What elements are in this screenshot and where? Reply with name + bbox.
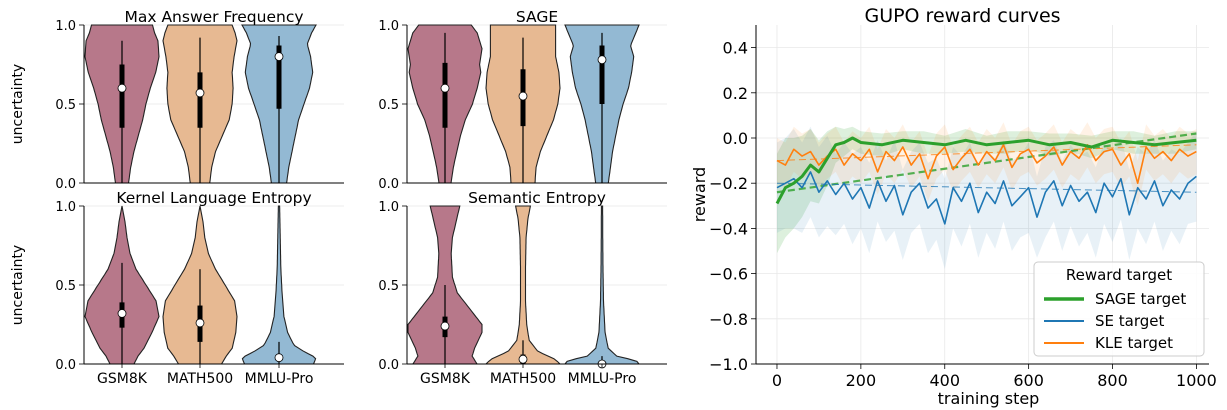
legend: Reward target SAGE target SE target KLE tar… xyxy=(1033,261,1205,357)
x-tick-label: 600 xyxy=(1013,371,1044,390)
x-tick-label: 200 xyxy=(846,371,877,390)
x-tick-label: GSM8K xyxy=(420,371,471,387)
y-tick-label: −0.6 xyxy=(709,265,748,284)
violin-median-marker xyxy=(195,318,205,328)
y-tick-label: 0.2 xyxy=(723,84,748,103)
panel-title: Kernel Language Entropy xyxy=(116,189,311,207)
legend-box xyxy=(1033,261,1205,357)
violin-math500 xyxy=(484,205,562,365)
y-axis-label: uncertainty xyxy=(10,245,26,325)
x-tick-label: 1000 xyxy=(1176,371,1217,390)
x-tick-label: MATH500 xyxy=(167,371,233,387)
y-tick-label: 1.0 xyxy=(378,200,399,215)
y-tick-label: 0.0 xyxy=(723,129,748,148)
chart-title: GUPO reward curves xyxy=(864,5,1060,27)
y-tick-label: 0.0 xyxy=(55,358,76,373)
x-tick-label: MMLU-Pro xyxy=(245,371,314,387)
violin-panel-3: 0.0 0.5 1.0 GSM8K MATH500 MMLU-Pro Semantic En… xyxy=(378,189,667,387)
series-line-0 xyxy=(775,136,1197,205)
series-trend-1 xyxy=(776,182,1197,193)
violin-panel-0: 0.0 0.5 1.0 Max Answer Frequency uncertainty xyxy=(10,8,344,192)
x-tick-label: 0 xyxy=(772,371,782,390)
violin-mmlu-pro xyxy=(241,205,317,365)
y-tick-label: 0.5 xyxy=(378,98,399,113)
x-axis-label: training step xyxy=(938,389,1040,408)
x-tick-label: GSM8K xyxy=(97,371,148,387)
y-tick-label: 0.4 xyxy=(723,39,748,58)
y-tick-label: 0.0 xyxy=(378,358,399,373)
y-tick-label: −0.4 xyxy=(709,219,748,238)
violin-panel-2: 0.0 0.5 1.0 GSM8K MATH500 MMLU-Pro Kernel Lang… xyxy=(10,189,344,387)
violin-median-marker xyxy=(274,353,284,363)
violin-median-marker xyxy=(117,309,127,318)
violin-median-marker xyxy=(117,83,127,93)
legend-label: SE target xyxy=(1095,312,1164,330)
y-tick-label: 0.0 xyxy=(378,177,399,192)
x-tick-label: MMLU-Pro xyxy=(568,371,637,387)
violin-median-marker xyxy=(518,91,528,101)
y-axis-label: reward xyxy=(690,167,709,222)
legend-label: KLE target xyxy=(1095,334,1173,352)
series-line-1 xyxy=(776,171,1197,225)
y-tick-label: 1.0 xyxy=(55,200,76,215)
violin-median-marker xyxy=(440,83,450,93)
x-tick-label: MATH500 xyxy=(490,371,556,387)
y-tick-label: 0.5 xyxy=(378,279,399,294)
y-tick-label: −1.0 xyxy=(709,355,748,374)
panel-title: SAGE xyxy=(516,8,558,26)
violin-mmlu-pro xyxy=(563,205,641,365)
x-tick-label: 400 xyxy=(929,371,960,390)
y-tick-label: 1.0 xyxy=(55,19,76,34)
panel-title: Semantic Entropy xyxy=(468,189,606,207)
y-tick-label: 0.0 xyxy=(55,177,76,192)
series-line-2 xyxy=(776,144,1197,184)
y-tick-label: 0.5 xyxy=(55,98,76,113)
violin-median-marker xyxy=(440,321,450,331)
violin-median-marker xyxy=(518,354,528,364)
violin-median-marker xyxy=(195,88,205,98)
legend-label: SAGE target xyxy=(1095,290,1186,308)
violin-panel-1: 0.0 0.5 1.0 SAGE xyxy=(378,8,667,192)
legend-title: Reward target xyxy=(1066,266,1172,284)
y-tick-label: 0.5 xyxy=(55,279,76,294)
violin-median-marker xyxy=(597,55,607,65)
series-band-2 xyxy=(777,122,1197,206)
y-axis-label: uncertainty xyxy=(10,64,26,144)
y-tick-label: −0.2 xyxy=(709,174,748,193)
line-chart-panel: −1.0 −0.8 −0.6 −0.4 −0.2 0.0 0.2 0.4 0 200 400 600 8… xyxy=(690,5,1217,408)
violin-median-marker xyxy=(274,52,284,61)
panel-title: Max Answer Frequency xyxy=(124,8,303,26)
y-tick-label: −0.8 xyxy=(709,310,748,329)
x-tick-label: 800 xyxy=(1097,371,1128,390)
y-tick-label: 1.0 xyxy=(378,19,399,34)
